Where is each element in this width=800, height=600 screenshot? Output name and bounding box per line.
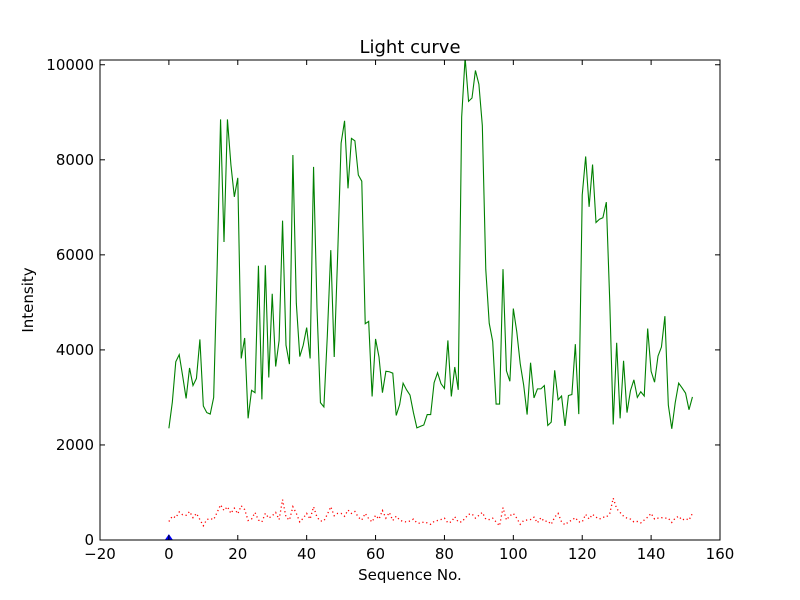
x-tick-label: 0	[164, 545, 174, 563]
x-tick-label: 20	[228, 545, 247, 563]
y-tick-label: 6000	[56, 246, 94, 264]
x-tick-label: 120	[568, 545, 597, 563]
y-tick-label: 2000	[56, 436, 94, 454]
x-tick-label: 40	[297, 545, 316, 563]
x-tick-label: 140	[637, 545, 666, 563]
plot-area	[100, 60, 720, 540]
x-axis-title: Sequence No.	[358, 566, 462, 584]
series-line-0	[168, 60, 693, 429]
plot-frame	[99, 59, 721, 541]
y-tick-label: 8000	[56, 151, 94, 169]
x-tick-label: 60	[366, 545, 385, 563]
tick-layer: −20 0 20 40 60 80 100 120 140 1600200040006000800…	[46, 56, 734, 563]
y-tick-label: 10000	[46, 56, 94, 74]
series-line-1	[168, 495, 694, 528]
y-tick-label: 0	[84, 531, 94, 549]
chart-title: Light curve	[359, 37, 460, 58]
x-tick-label: 80	[435, 545, 454, 563]
y-axis-title: Intensity	[19, 267, 37, 332]
x-tick-label: 160	[706, 545, 735, 563]
x-tick-label: −20	[84, 545, 116, 563]
series-layer	[168, 60, 694, 540]
x-tick-label: 100	[499, 545, 528, 563]
y-tick-label: 4000	[56, 341, 94, 359]
